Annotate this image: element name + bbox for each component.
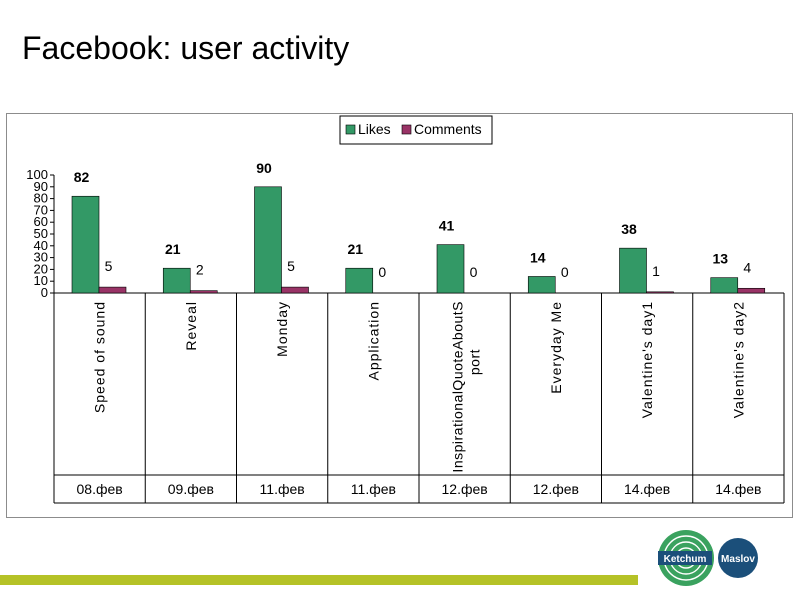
y-tick-label: 10 bbox=[34, 273, 48, 288]
category-label: Valentine's day2 bbox=[730, 301, 746, 418]
data-label-likes: 90 bbox=[256, 160, 272, 176]
legend-label-likes: Likes bbox=[358, 121, 391, 137]
y-tick-label: 70 bbox=[34, 202, 48, 217]
date-label: 12.фев bbox=[533, 481, 579, 497]
category-label: InspirationalQuoteAboutSport bbox=[450, 301, 483, 473]
legend-swatch-likes bbox=[345, 124, 356, 135]
ketchum-maslov-logo: Ketchum Maslov bbox=[658, 530, 758, 586]
y-tick-label: 60 bbox=[34, 214, 48, 229]
bar-comments bbox=[646, 291, 674, 294]
data-label-likes: 14 bbox=[530, 249, 546, 265]
date-label: 12.фев bbox=[442, 481, 488, 497]
bar-likes bbox=[619, 247, 647, 294]
chart-category-labels: Speed of sound 08.фев Reveal 09.фев Monday 11… bbox=[77, 301, 762, 497]
category-label: Reveal bbox=[183, 301, 199, 351]
bar-likes bbox=[162, 267, 191, 294]
data-label-comments: 5 bbox=[105, 258, 113, 274]
date-label: 14.фев bbox=[624, 481, 670, 497]
y-tick-label: 100 bbox=[26, 167, 48, 182]
y-tick-label: 30 bbox=[34, 250, 48, 265]
y-tick-label: 90 bbox=[34, 179, 48, 194]
date-label: 11.фев bbox=[260, 481, 305, 497]
data-label-likes: 41 bbox=[439, 218, 455, 234]
chart-frame bbox=[6, 113, 793, 518]
data-label-comments: 0 bbox=[470, 264, 478, 280]
data-label-comments: 2 bbox=[196, 262, 204, 278]
footer-bar bbox=[0, 575, 638, 585]
category-label: Speed of sound bbox=[92, 301, 108, 413]
bar-likes bbox=[436, 244, 465, 294]
data-label-comments: 0 bbox=[561, 264, 569, 280]
date-label: 11.фев bbox=[351, 481, 396, 497]
date-label: 09.фев bbox=[168, 481, 214, 497]
category-label: Monday bbox=[274, 301, 290, 357]
bar-likes bbox=[345, 267, 374, 294]
logo-text-ketchum: Ketchum bbox=[664, 554, 707, 565]
category-label: Everyday Me bbox=[548, 301, 564, 394]
y-tick-label: 20 bbox=[34, 261, 48, 276]
chart-bars bbox=[71, 186, 766, 294]
y-tick-label: 40 bbox=[34, 238, 48, 253]
y-tick-label: 50 bbox=[34, 226, 48, 241]
data-label-likes: 21 bbox=[165, 241, 181, 257]
bar-comments bbox=[737, 287, 766, 294]
slide-title: Facebook: user activity bbox=[22, 30, 350, 66]
data-label-comments: 4 bbox=[743, 259, 751, 275]
chart-legend: Likes Comments bbox=[339, 115, 493, 145]
data-label-comments: 5 bbox=[287, 258, 295, 274]
category-label: Application bbox=[365, 301, 381, 381]
data-label-likes: 82 bbox=[74, 169, 90, 185]
bar-likes bbox=[527, 276, 556, 294]
data-label-likes: 38 bbox=[621, 221, 637, 237]
category-label: Valentine's day1 bbox=[639, 301, 655, 418]
bar-likes bbox=[254, 186, 282, 294]
bar-likes bbox=[71, 195, 100, 294]
date-label: 08.фев bbox=[77, 481, 123, 497]
data-label-comments: 0 bbox=[378, 264, 386, 280]
data-label-comments: 1 bbox=[652, 263, 660, 279]
bar-likes bbox=[710, 277, 739, 294]
data-label-likes: 13 bbox=[712, 251, 728, 267]
bar-comments bbox=[281, 286, 309, 294]
y-tick-label: 80 bbox=[34, 191, 48, 206]
bar-comments bbox=[98, 286, 127, 294]
date-label: 14.фев bbox=[715, 481, 761, 497]
y-tick-label: 0 bbox=[41, 285, 48, 300]
logo-text-maslov: Maslov bbox=[721, 554, 755, 565]
legend-label-comments: Comments bbox=[414, 121, 482, 137]
data-label-likes: 21 bbox=[347, 241, 363, 257]
legend-swatch-comments bbox=[401, 124, 412, 135]
bar-comments bbox=[189, 290, 218, 294]
chart-data-labels: 82 5 21 2 90 5 21 0 41 0 14 0 38 1 13 4 bbox=[74, 160, 752, 280]
